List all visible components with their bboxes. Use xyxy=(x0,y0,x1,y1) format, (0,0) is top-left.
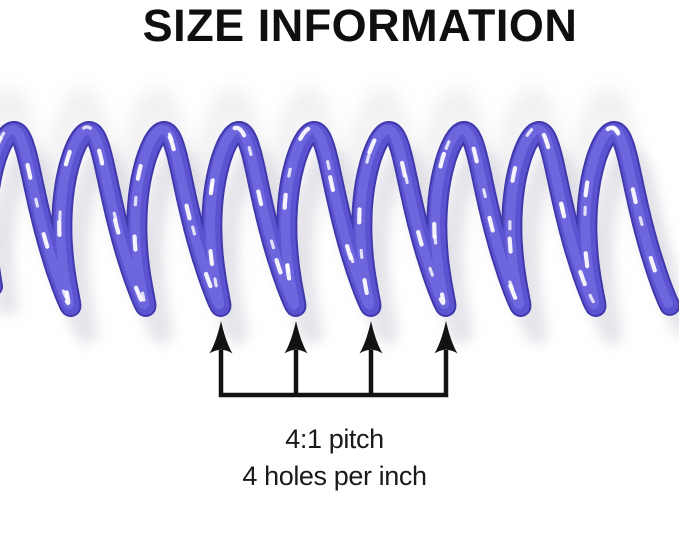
pitch-ratio-label: 4:1 pitch xyxy=(285,424,384,454)
arrow-bracket-line xyxy=(218,350,449,398)
pitch-labels: 4:1 pitch 4 holes per inch xyxy=(0,421,669,495)
page-title: SIZE INFORMATION xyxy=(142,0,578,51)
arrow-up-icon xyxy=(209,321,233,354)
spiral-coil xyxy=(0,127,670,307)
arrow-up-icon xyxy=(359,321,383,354)
arrow-up-icon xyxy=(434,321,458,354)
pitch-arrows xyxy=(209,321,458,398)
holes-per-inch-label: 4 holes per inch xyxy=(242,461,427,491)
arrow-up-icon xyxy=(284,321,308,354)
